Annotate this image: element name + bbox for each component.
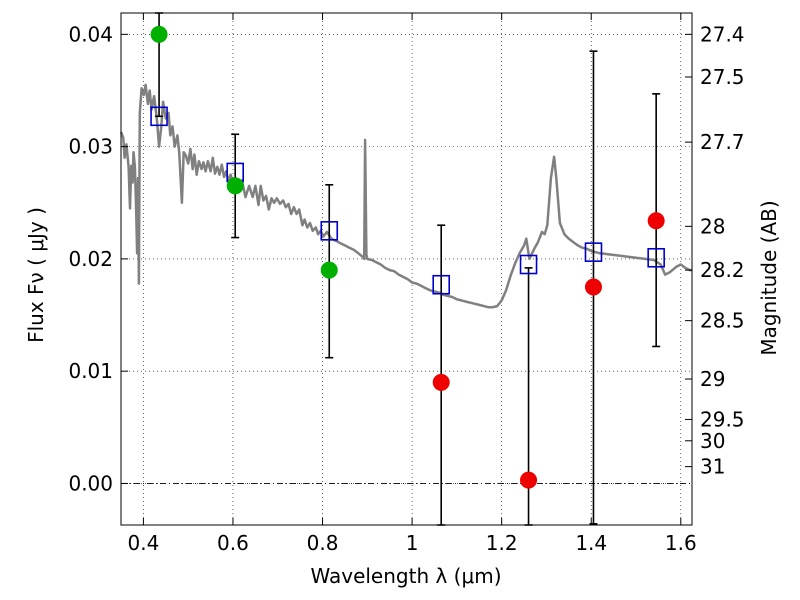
- y-tick-label: 0.01: [68, 359, 113, 383]
- magnitude-axis-title: Magnitude (AB): [757, 200, 781, 355]
- flux-point: [584, 278, 602, 296]
- magnitude-tick-label: 27.4: [700, 22, 745, 46]
- flux-point: [520, 471, 538, 489]
- model-photometry-squares: [150, 106, 665, 295]
- x-tick-label: 0.6: [217, 531, 249, 555]
- y-axis-title: Flux Fν ( μJy ): [24, 207, 48, 343]
- y-tick-label: 0.04: [68, 22, 113, 46]
- model-photometry-square: [432, 274, 451, 295]
- magnitude-tick-label: 28.5: [700, 309, 745, 333]
- x-axis-ticks: 0.4 0.6 0.8 1 1.2 1.4 1.6: [127, 13, 697, 555]
- magnitude-tick-label: 27.7: [700, 130, 745, 154]
- y-tick-label: 0.03: [68, 135, 113, 159]
- magnitude-tick-label: 29.5: [700, 407, 745, 431]
- model-photometry-square: [519, 254, 538, 275]
- magnitude-tick-label: 28.2: [700, 258, 745, 282]
- flux-point: [320, 261, 338, 279]
- x-axis-title: Wavelength λ (μm): [310, 564, 501, 588]
- magnitude-tick-label: 27.5: [700, 65, 745, 89]
- x-tick-label: 1: [406, 531, 419, 555]
- observed-flux-points: [150, 25, 665, 489]
- y-tick-label: 0.00: [68, 471, 113, 495]
- model-spectrum-line: [119, 83, 692, 309]
- y-tick-label: 0.02: [68, 247, 113, 271]
- magnitude-tick-label: 28: [700, 214, 725, 238]
- plot-frame: [120, 12, 693, 526]
- magnitude-tick-label: 31: [700, 455, 725, 479]
- x-tick-label: 1.2: [486, 531, 518, 555]
- x-tick-label: 0.8: [307, 531, 339, 555]
- model-photometry-square: [584, 242, 603, 262]
- magnitude-tick-label: 29: [700, 367, 725, 391]
- x-tick-label: 1.4: [575, 531, 607, 555]
- flux-point: [226, 177, 244, 195]
- flux-point: [150, 25, 168, 43]
- x-tick-label: 1.6: [665, 531, 697, 555]
- flux-point: [432, 373, 450, 391]
- y-axis-ticks: 0.00 0.01 0.02 0.03 0.04: [68, 22, 128, 495]
- x-tick-label: 0.4: [127, 531, 159, 555]
- model-photometry-square: [647, 247, 665, 268]
- flux-point: [647, 212, 665, 230]
- model-photometry-square: [150, 106, 168, 127]
- model-photometry-square: [320, 221, 339, 241]
- magnitude-tick-label: 30: [700, 429, 725, 453]
